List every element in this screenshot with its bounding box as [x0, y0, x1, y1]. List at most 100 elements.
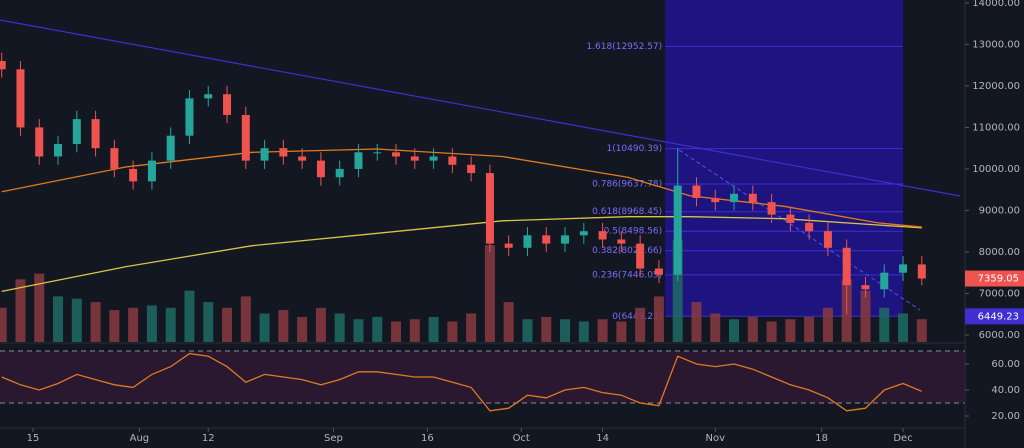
x-tick-label: 14 [596, 433, 609, 444]
volume-bar [15, 279, 26, 342]
candle-body [730, 193, 739, 203]
price-marker-label: 7359.05 [978, 274, 1019, 285]
volume-bar [0, 307, 7, 342]
x-tick-label: Sep [324, 433, 343, 444]
volume-bar [409, 319, 420, 342]
volume-bar [916, 319, 927, 342]
volume-bar [184, 290, 195, 342]
candle-body [410, 156, 419, 161]
volume-bar [428, 316, 439, 342]
x-tick-label: 16 [421, 433, 434, 444]
rsi-line [1, 352, 923, 412]
volume-bar [785, 319, 796, 342]
fib-label: 0.382(8028.66) [592, 246, 662, 256]
candle-body [0, 61, 6, 70]
candle-body [110, 148, 119, 169]
candle-body [373, 152, 382, 154]
candle-body [692, 185, 701, 198]
ma-fast [1, 148, 922, 228]
volume-bar [804, 316, 815, 342]
volume-bar [578, 321, 589, 342]
price-marker [965, 308, 1024, 325]
projection-line [678, 149, 921, 311]
x-tick-label: Dec [893, 433, 912, 444]
candle-body [16, 69, 25, 128]
volume-bar [522, 319, 533, 342]
rsi-tick-label: 60.00 [991, 359, 1020, 370]
price-marker [965, 270, 1024, 287]
y-tick-label: 11000.00 [972, 122, 1020, 133]
volume-bar [766, 321, 777, 342]
candle-body [542, 235, 551, 244]
candle-body [598, 231, 607, 240]
volume-bar [729, 319, 740, 342]
volume-bar [860, 290, 871, 342]
volume-bar [484, 245, 495, 342]
volume-bar [278, 310, 289, 342]
volume-bar [503, 302, 514, 342]
candle-body [316, 160, 325, 178]
volume-bar [635, 307, 646, 342]
y-tick-label: 14000.00 [972, 0, 1020, 9]
fib-label: 0.786(9637.78) [592, 179, 662, 189]
volume-bar [240, 296, 251, 342]
candle-body [823, 231, 832, 248]
volume-bar [822, 307, 833, 342]
candle-body [335, 168, 344, 178]
candle-body [636, 243, 645, 269]
y-tick-label: 8000.00 [979, 247, 1020, 258]
volume-bar [597, 319, 608, 342]
volume-bar [128, 307, 139, 342]
volume-bar [541, 316, 552, 342]
volume-bar [898, 313, 909, 342]
rsi-band-zone [0, 350, 965, 404]
volume-bar [353, 319, 364, 342]
x-tick-label: 18 [815, 433, 828, 444]
fib-label: 1.618(12952.57) [586, 42, 662, 52]
candle-body [880, 272, 889, 290]
volume-bar [165, 307, 176, 342]
candle-body [223, 94, 232, 115]
candle-body [805, 222, 814, 232]
y-tick-label: 13000.00 [972, 39, 1020, 50]
volume-bar [315, 307, 326, 342]
fib-zone [665, 0, 904, 317]
candle-body [72, 119, 81, 145]
volume-bar [146, 305, 157, 342]
volume-bar [203, 302, 214, 342]
fib-label: 1(10490.39) [606, 144, 662, 154]
candle-body [485, 173, 494, 244]
volume-bar [616, 321, 627, 342]
volume-bar [391, 321, 402, 342]
fib-label: 0.5(8498.56) [604, 227, 663, 237]
volume-bar [297, 316, 308, 342]
fib-label: 0.618(8968.45) [592, 207, 662, 217]
volume-bar [34, 273, 45, 342]
y-tick-label: 9000.00 [979, 205, 1020, 216]
x-tick-label: Nov [705, 433, 725, 444]
candle-body [917, 264, 926, 279]
x-tick-label: Oct [513, 433, 530, 444]
volume-bar [879, 307, 890, 342]
price-marker-label: 6449.23 [978, 311, 1019, 322]
candle-body [861, 285, 870, 290]
candle-body [767, 202, 776, 215]
volume-bar [691, 302, 702, 342]
candle-body [204, 94, 213, 99]
y-tick-label: 12000.00 [972, 81, 1020, 92]
candle-body [166, 135, 175, 161]
price-axis [965, 0, 1024, 448]
x-tick-label: 15 [27, 433, 40, 444]
fib-layer: 1.618(12952.57) 1(10490.39) 0.786(9637.78)… [586, 0, 904, 322]
y-tick-label: 10000.00 [972, 164, 1020, 175]
candle-body [617, 239, 626, 244]
candle-body [579, 231, 588, 236]
fib-label: 0.236(7446.05) [592, 270, 662, 280]
volume-bar [672, 239, 683, 342]
volume-bar [447, 321, 458, 342]
rsi-tick-label: 40.00 [991, 385, 1020, 396]
candle-body [241, 114, 250, 161]
volume-bar [109, 310, 120, 342]
